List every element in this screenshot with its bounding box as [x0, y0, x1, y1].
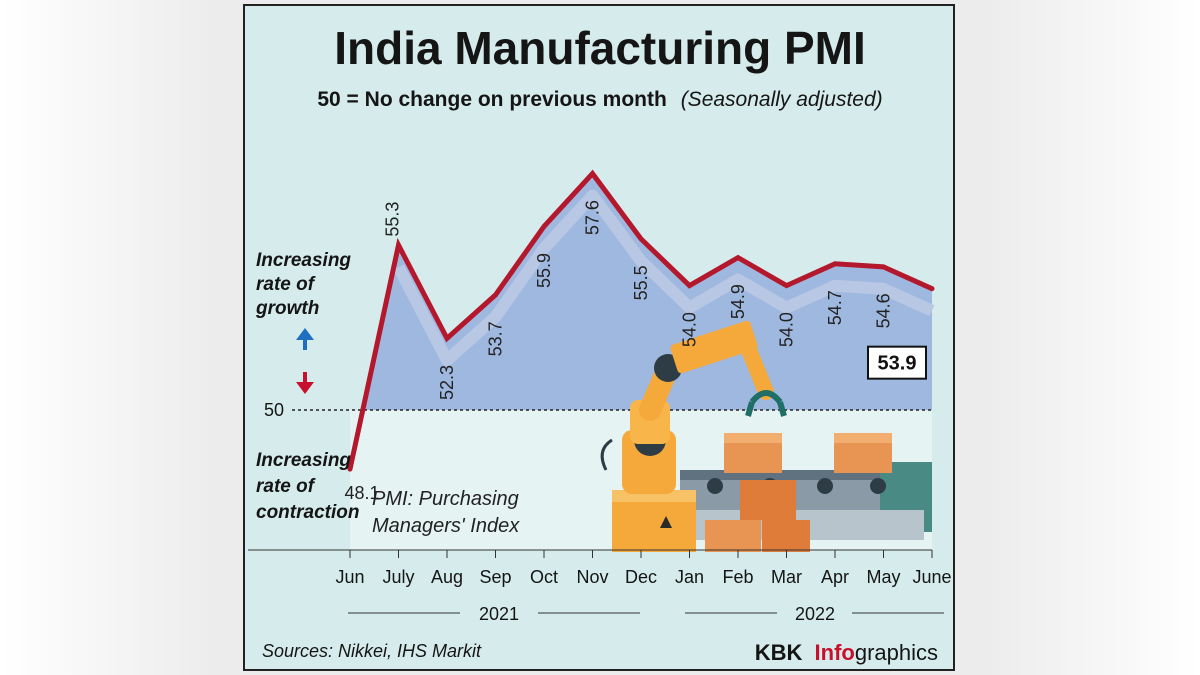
- data-label: 55.9: [534, 253, 554, 288]
- data-label: 54.0: [680, 312, 700, 347]
- data-label: 53.7: [486, 321, 506, 356]
- year-2021-label: 2021: [479, 604, 519, 624]
- brand-accent: Info: [815, 640, 855, 665]
- brand-suffix: graphics: [855, 640, 938, 665]
- x-tick-label: Oct: [530, 567, 558, 587]
- x-tick-label: Dec: [625, 567, 657, 587]
- pmi-line: [347, 169, 935, 472]
- x-tick-label: Nov: [576, 567, 608, 587]
- subtitle-note: (Seasonally adjusted): [681, 88, 883, 111]
- data-labels: 48.1 55.3 52.3 53.7 55.9 57.6 55.5 54.0 54.9 54.0…: [344, 200, 893, 503]
- contraction-label-line2: rate of: [256, 476, 316, 497]
- down-arrow-icon: [296, 372, 314, 394]
- x-ticks: [349, 550, 933, 558]
- data-label: 54.9: [728, 284, 748, 319]
- data-label: 48.1: [344, 483, 379, 503]
- last-value-label: 53.9: [878, 353, 917, 375]
- x-tick-label: Mar: [771, 567, 802, 587]
- subtitle-main: 50 = No change on previous month: [317, 88, 666, 111]
- chart-subtitle: 50 = No change on previous month (Season…: [317, 88, 882, 111]
- pmi-note-line1: PMI: Purchasing: [372, 488, 519, 510]
- x-tick-label: Aug: [431, 567, 463, 587]
- pmi-note-line2: Managers' Index: [372, 515, 520, 537]
- x-tick-label: May: [866, 567, 900, 587]
- x-tick-labels: Jun July Aug Sep Oct Nov Dec Jan Feb Mar Apr May Jun…: [335, 567, 951, 587]
- pmi-definition-note: PMI: Purchasing Managers' Index: [372, 488, 524, 537]
- data-label: 52.3: [437, 365, 457, 400]
- x-tick-label: Apr: [821, 567, 849, 587]
- x-tick-label: Sep: [479, 567, 511, 587]
- x-tick-label: July: [382, 567, 414, 587]
- brand-logo: KBK Infographics: [755, 640, 938, 665]
- chart-title: India Manufacturing PMI: [334, 22, 866, 74]
- x-tick-label: Feb: [722, 567, 753, 587]
- x-tick-label: June: [912, 567, 951, 587]
- last-value-box: [867, 345, 927, 380]
- baseline-label: 50: [264, 400, 284, 420]
- robot-conveyor-illustration: [600, 320, 932, 552]
- x-tick-label: Jun: [335, 567, 364, 587]
- source-note: Sources: Nikkei, IHS Markit: [262, 641, 482, 661]
- data-label: 54.0: [777, 312, 797, 347]
- data-label: 55.3: [383, 202, 403, 237]
- growth-label: Increasing rate of growth: [255, 250, 356, 319]
- data-label: 54.6: [874, 293, 894, 328]
- contraction-label-line1: Increasing: [256, 450, 351, 471]
- pmi-area-shadow: [393, 189, 935, 367]
- x-tick-label: Jan: [675, 567, 704, 587]
- up-arrow-icon: [296, 328, 314, 350]
- growth-label-line3: growth: [255, 298, 319, 319]
- growth-label-line2: rate of: [256, 274, 316, 295]
- brand-prefix: KBK: [755, 640, 803, 665]
- contraction-label-line3: contraction: [256, 502, 359, 523]
- data-label: 57.6: [583, 200, 603, 235]
- data-label: 55.5: [631, 265, 651, 300]
- year-2022-label: 2022: [795, 604, 835, 624]
- contraction-label: Increasing rate of contraction: [256, 450, 359, 523]
- data-label: 54.7: [825, 290, 845, 325]
- growth-label-line1: Increasing: [256, 250, 351, 271]
- pmi-area-fill: [362, 173, 932, 410]
